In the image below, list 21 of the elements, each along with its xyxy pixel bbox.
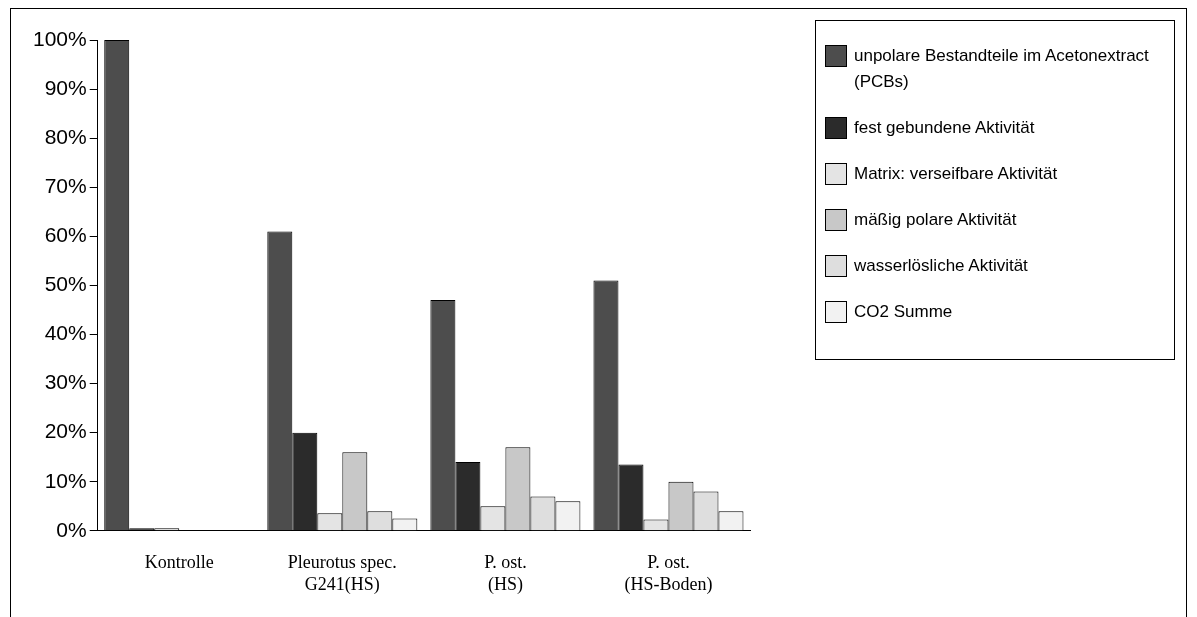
y-tick-label: 70% (44, 174, 87, 198)
y-tick-label: 30% (44, 370, 87, 394)
y-tick-label: 20% (44, 419, 87, 443)
x-tick-label: P. ost. (HS-Boden) (624, 552, 713, 595)
y-tick-label: 0% (56, 517, 87, 541)
x-tick-label: Kontrolle (144, 552, 214, 573)
legend-label: mäßig polare Aktivität (854, 209, 1017, 231)
y-tick-label: 50% (44, 272, 87, 296)
x-tick-label: Pleurotus spec. G241(HS) (287, 552, 397, 595)
legend-label: unpolare Bestandteile im Acetonextract (PCBs) (854, 45, 1150, 93)
y-tick-label: 80% (44, 124, 87, 148)
x-tick-label: P. ost. (HS) (484, 552, 527, 595)
y-tick-label: 60% (44, 223, 87, 247)
legend-label: wasserlösliche Aktivität (854, 255, 1028, 277)
legend-label: fest gebundene Aktivität (854, 117, 1035, 139)
y-tick-label: 90% (44, 75, 87, 99)
legend-label: Matrix: verseifbare Aktivität (854, 163, 1058, 185)
y-tick-label: 100% (32, 26, 87, 50)
y-tick-label: 40% (44, 321, 87, 345)
y-tick-label: 10% (44, 468, 87, 492)
legend-label: CO2 Summe (854, 301, 953, 323)
